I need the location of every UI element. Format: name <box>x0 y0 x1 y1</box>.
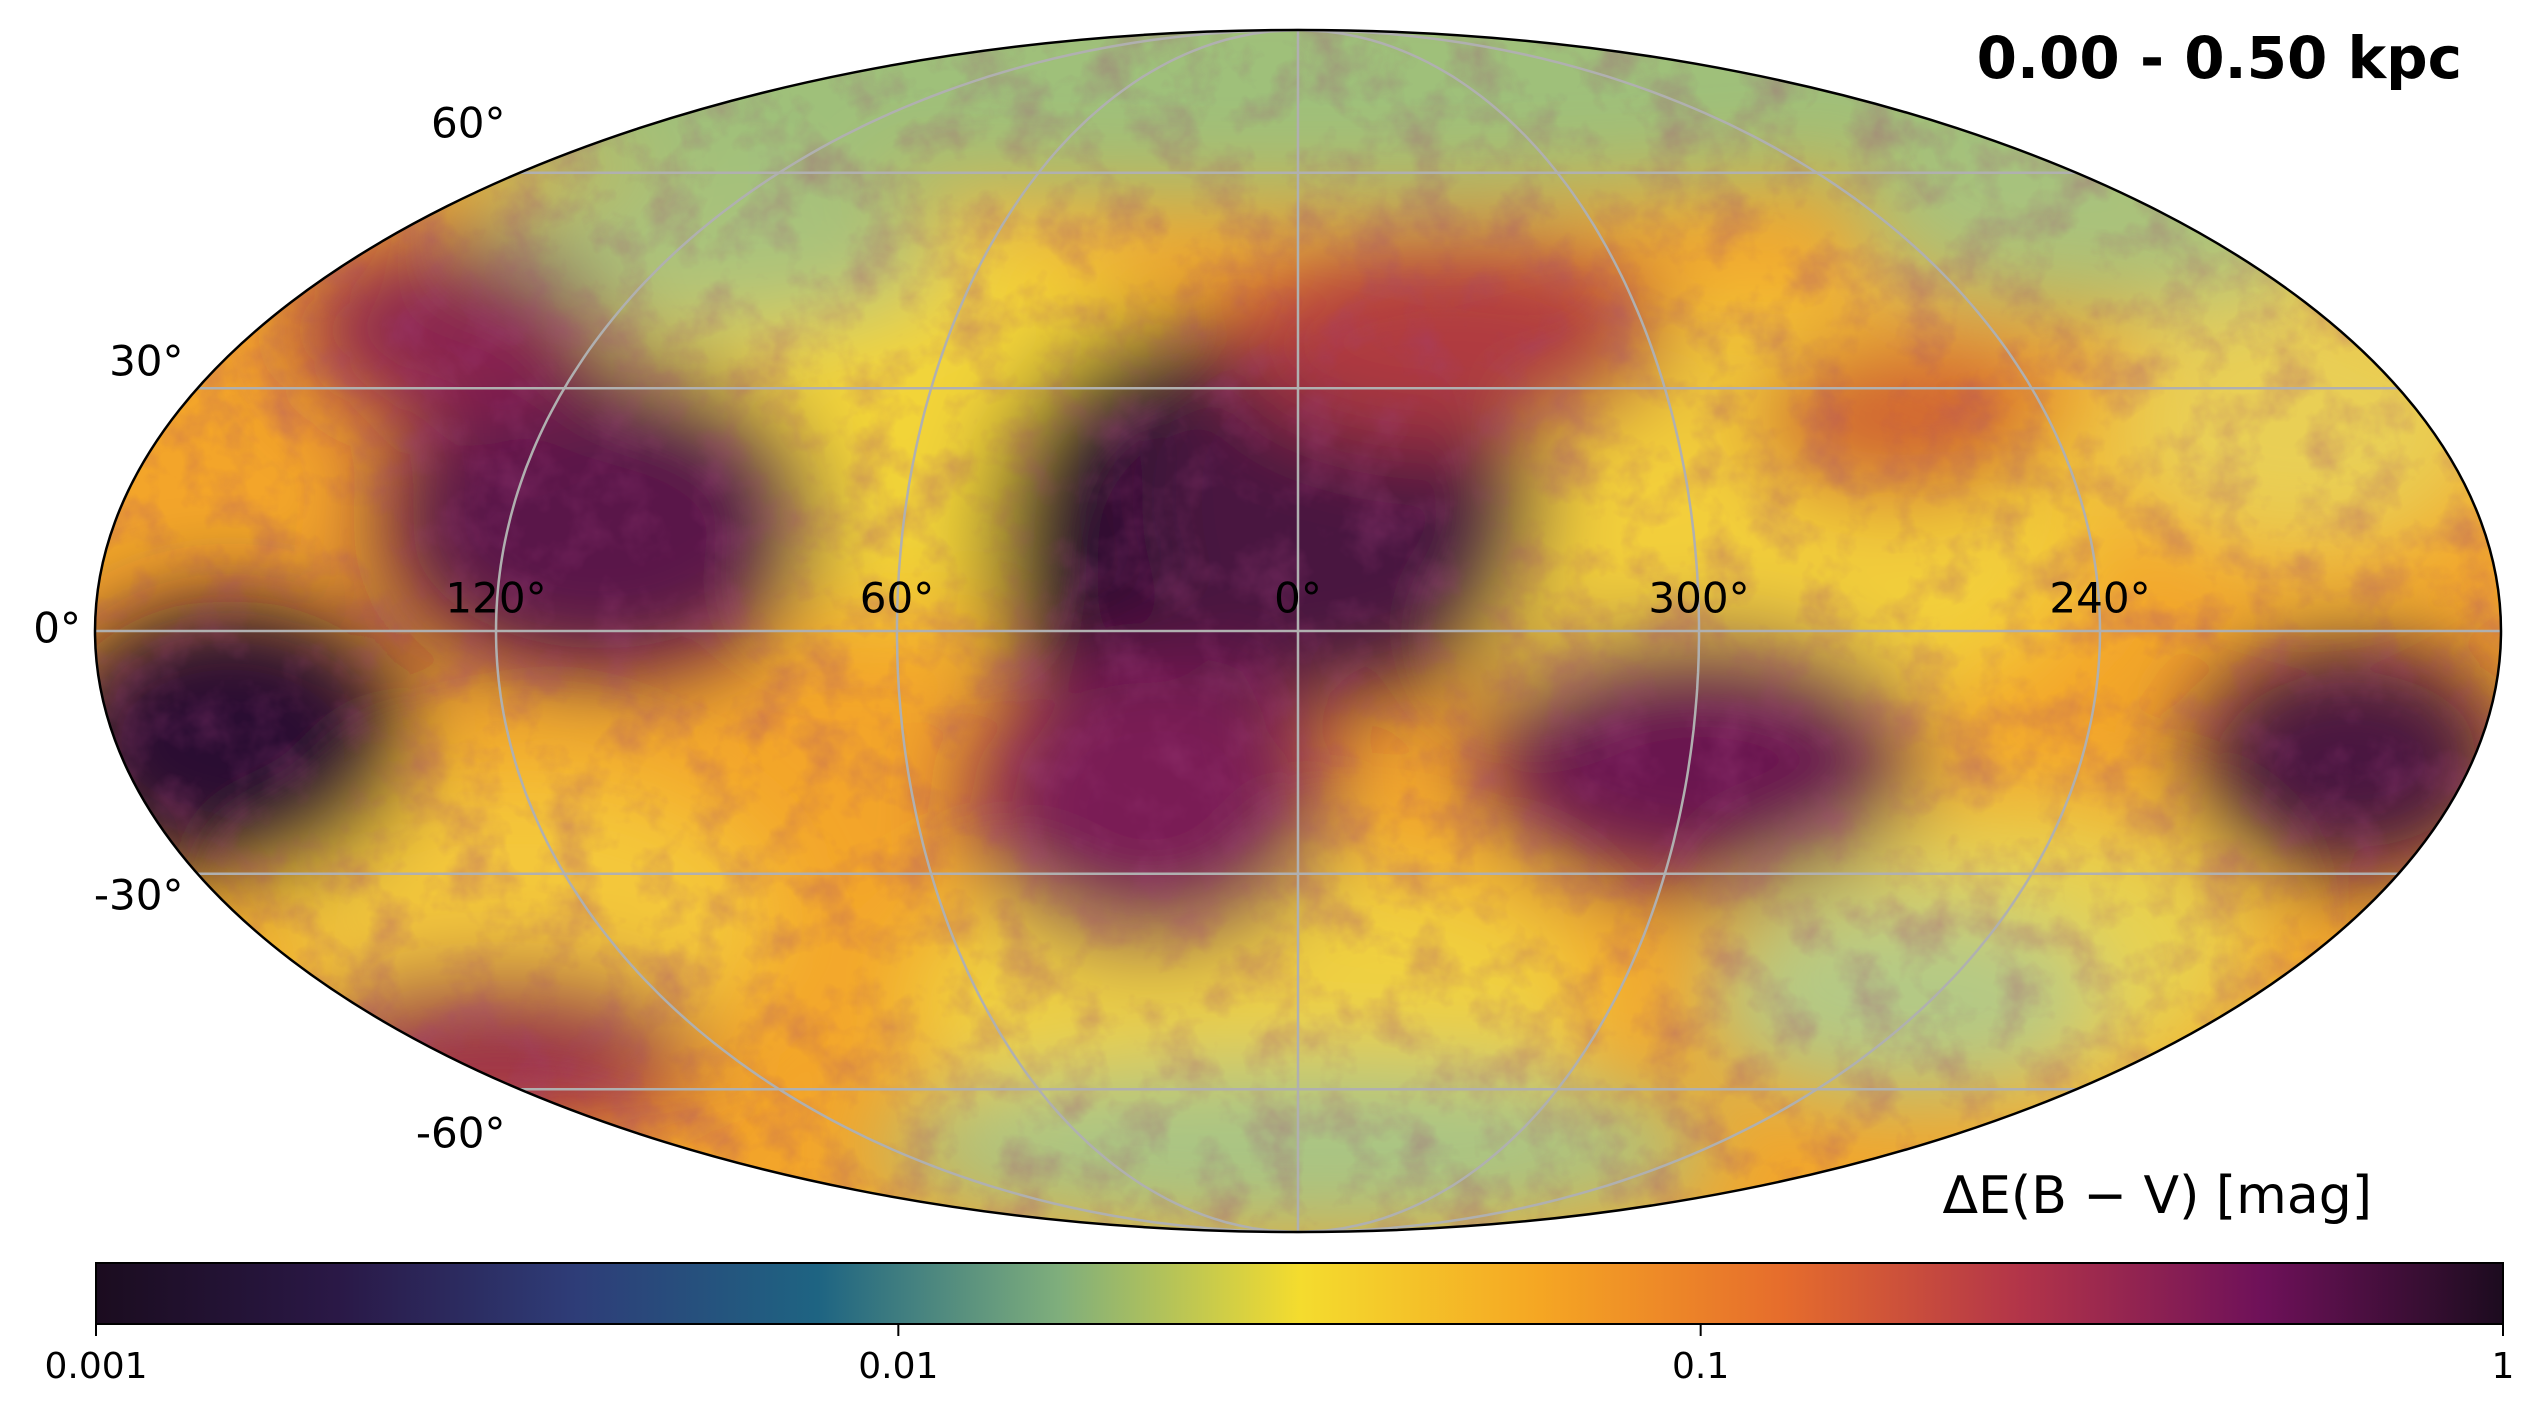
colorbar <box>95 1262 2504 1325</box>
y-tick-label: 30° <box>109 337 183 386</box>
chart-title: 0.00 - 0.50 kpc <box>1977 24 2462 92</box>
x-tick-label: 300° <box>1648 574 1749 623</box>
y-tick-label: 60° <box>431 98 505 147</box>
x-tick-label: 0° <box>1274 574 1322 623</box>
colorbar-tick-label: 0.01 <box>858 1346 938 1387</box>
y-tick-label: -30° <box>94 870 184 919</box>
x-tick-label: 240° <box>2049 574 2150 623</box>
y-tick-label: 0° <box>33 604 81 653</box>
graticule <box>95 28 2501 1234</box>
y-tick-label: -60° <box>416 1109 506 1158</box>
x-tick-label: 120° <box>445 574 546 623</box>
colorbar-tick-label: 1 <box>2492 1346 2515 1387</box>
map-outline <box>93 28 2503 1234</box>
colorbar-tick-label: 0.001 <box>44 1346 147 1387</box>
colorbar-label: ΔE(B − V) [mag] <box>1942 1166 2372 1226</box>
colorbar-tick-label: 0.1 <box>1672 1346 1729 1387</box>
x-tick-label: 60° <box>860 574 934 623</box>
